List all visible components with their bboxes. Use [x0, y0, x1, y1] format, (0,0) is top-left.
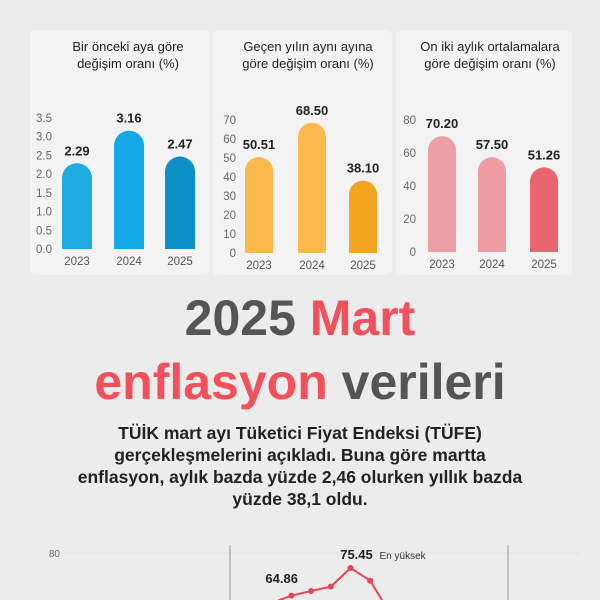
y-tick-label: 1.0: [36, 207, 52, 219]
y-tick-label: 60: [403, 148, 416, 160]
bar: [428, 136, 456, 252]
x-tick-label: 2023: [64, 256, 90, 268]
value-label: 3.16: [116, 111, 141, 126]
x-tick-label: 2025: [167, 256, 193, 268]
y-tick-label: 50: [223, 153, 236, 165]
x-tick-label: 2024: [116, 256, 142, 268]
value-label: 38.10: [347, 161, 380, 176]
headline-part: 2025: [184, 290, 310, 346]
headline-part: Mart: [309, 290, 416, 346]
chart-title: Bir önceki aya göre değişim oranı (%): [72, 39, 184, 71]
y-tick-label: 3.5: [36, 113, 52, 125]
bar: [245, 157, 273, 253]
bar: [530, 167, 558, 252]
y-tick-label: 1.5: [36, 188, 52, 200]
chart-title: Geçen yılın aynı ayına göre değişim oran…: [242, 39, 374, 71]
y-tick-label: 0: [410, 247, 416, 259]
headline-part: verileri: [341, 354, 506, 410]
point: [367, 577, 374, 584]
headline-part: enflasyon: [94, 354, 342, 410]
body-text: TÜİK mart ayı Tüketici Fiyat Endeksi (TÜ…: [77, 423, 523, 509]
value-label: 68.50: [296, 103, 329, 118]
point: [288, 592, 295, 599]
y-tick-label: 2.5: [36, 150, 52, 162]
y-tick-label: 70: [223, 115, 236, 127]
value-label: 2.29: [64, 143, 89, 158]
value-label: 50.51: [243, 137, 276, 152]
x-tick-label: 2025: [350, 260, 376, 272]
bar: [114, 130, 144, 249]
bar: [349, 180, 377, 253]
point: [327, 583, 334, 590]
chart-title: On iki aylık ortalamalara göre değişim o…: [420, 39, 560, 71]
y-tick-label: 0.0: [36, 244, 52, 256]
value-label: 70.20: [426, 116, 459, 131]
y-tick-label: 20: [403, 214, 416, 226]
y-tick-label: 2.0: [36, 169, 52, 181]
point: [347, 565, 354, 572]
y-tick-label: 30: [223, 191, 236, 203]
value-label: 64.86: [265, 571, 298, 586]
y-tick-label: 3.0: [36, 132, 52, 144]
value-label: 75.45: [340, 547, 373, 562]
y-tick-label: 10: [223, 229, 236, 241]
value-label: 51.26: [528, 147, 561, 162]
value-label: 57.50: [476, 137, 509, 152]
y-tick-label: 20: [223, 210, 236, 222]
y-tick-label: 60: [223, 134, 236, 146]
bar: [165, 156, 195, 249]
x-tick-label: 2023: [246, 260, 272, 272]
line: [276, 566, 384, 600]
y-tick-label: 40: [403, 181, 416, 193]
value-label: 2.47: [167, 137, 192, 152]
bar: [478, 157, 507, 252]
headline: 2025 Mart: [0, 288, 600, 348]
y-tick-label: 0: [230, 248, 236, 260]
x-tick-label: 2024: [479, 259, 505, 271]
y-tick-label: 40: [223, 172, 236, 184]
point: [308, 587, 315, 594]
annotation: En yüksek: [380, 551, 427, 562]
x-tick-label: 2025: [531, 259, 557, 271]
y-tick-label: 80: [49, 549, 61, 560]
bar: [298, 122, 326, 253]
x-tick-label: 2023: [429, 259, 455, 271]
x-tick-label: 2024: [299, 260, 325, 272]
headline: enflasyon verileri: [0, 352, 600, 412]
y-tick-label: 80: [403, 115, 416, 127]
y-tick-label: 0.5: [36, 225, 52, 237]
bar: [62, 163, 92, 249]
